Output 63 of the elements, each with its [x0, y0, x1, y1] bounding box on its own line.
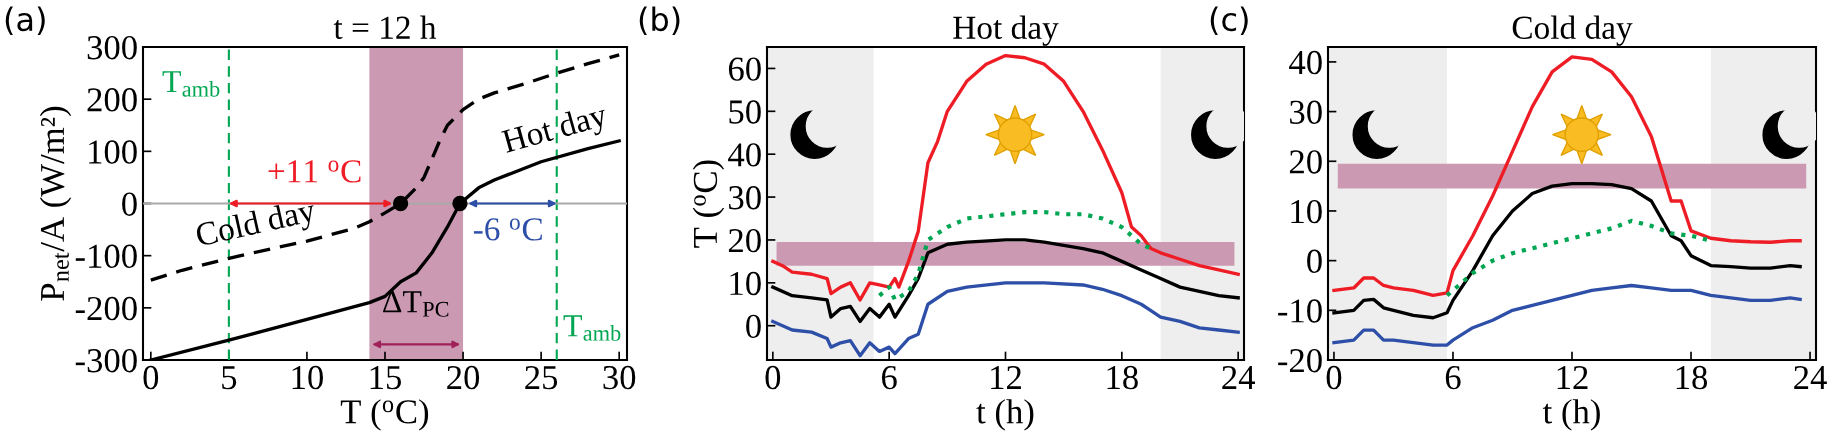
y-tick-label: 200 [87, 88, 137, 112]
y-axis-title: P$_{net}$/A (W/m²) [39, 106, 72, 301]
x-tick-label: 0 [1326, 365, 1342, 390]
x-tick-label: 5 [222, 366, 237, 390]
x-tick-label: 15 [370, 366, 401, 390]
line-series [1332, 55, 1802, 298]
text: (c) [1210, 6, 1248, 36]
chart-title: t = 12 h [333, 15, 437, 39]
line-series [1332, 283, 1802, 347]
ref-line-label: T$_{amb}$ [162, 71, 220, 97]
x-tick-label: 0 [143, 365, 159, 390]
y-tick-label: -300 [75, 348, 137, 373]
y-tick-label: 60 [728, 57, 761, 81]
text: Hot day [500, 102, 611, 160]
y-tick-label: 300 [87, 35, 137, 60]
y-tick-label: 10 [1291, 199, 1322, 224]
x-axis-title: t (h) [1542, 399, 1600, 431]
y-tick-label: -10 [1278, 299, 1322, 323]
line-series [771, 281, 1240, 358]
x-tick-label: 6 [1445, 365, 1461, 390]
chart-title: Hot day [953, 15, 1059, 46]
text: Cold day [194, 197, 319, 254]
y-tick-label: 30 [729, 186, 761, 210]
x-tick-label: 6 [881, 365, 897, 390]
x-tick-label: 24 [1794, 365, 1827, 389]
x-tick-label: 10 [292, 365, 323, 390]
x-tick-label: 18 [1107, 365, 1138, 390]
ref-line-label: T$_{amb}$ [563, 315, 621, 341]
line-series [771, 238, 1240, 324]
y-tick-label: -200 [75, 296, 137, 321]
y-tick-label: 50 [729, 100, 761, 124]
x-tick-label: 24 [1222, 365, 1255, 389]
x-tick-label: 25 [525, 365, 558, 390]
y-tick-label: 40 [1289, 50, 1322, 75]
y-tick-label: 0 [746, 314, 761, 339]
x-tick-label: 12 [1557, 365, 1588, 389]
y-tick-label: 100 [89, 140, 137, 164]
band-label: ΔT$_{PC}$ [383, 291, 449, 317]
line-series [1332, 181, 1802, 320]
line-series [149, 53, 621, 282]
y-tick-label: -20 [1278, 348, 1322, 373]
x-tick-label: 12 [991, 365, 1021, 389]
y-tick-label: -100 [75, 244, 137, 269]
x-tick-label: 30 [603, 365, 636, 390]
x-tick-label: 0 [765, 365, 781, 390]
chart-title: Cold day [1512, 15, 1633, 46]
x-axis-title: t (h) [976, 399, 1034, 431]
y-tick-label: 30 [1290, 100, 1322, 124]
y-tick-label: 0 [1307, 249, 1322, 274]
y-tick-label: 0 [122, 192, 137, 216]
y-axis-title: T ($^{o}$C) [692, 160, 725, 248]
y-tick-label: 20 [1289, 150, 1322, 174]
annotation: +11 $^{o}$C [268, 160, 361, 183]
line-series [771, 53, 1240, 302]
text: (a) [5, 6, 45, 36]
x-axis-title: T ($^{o}$C) [340, 399, 429, 431]
x-tick-label: 18 [1676, 365, 1708, 390]
y-tick-label: 40 [728, 143, 761, 167]
text: (b) [639, 6, 680, 36]
y-tick-label: 10 [730, 271, 761, 296]
y-tick-label: 20 [728, 228, 761, 253]
x-tick-label: 20 [447, 365, 480, 390]
annotation: -6 $^{o}$C [473, 218, 542, 241]
